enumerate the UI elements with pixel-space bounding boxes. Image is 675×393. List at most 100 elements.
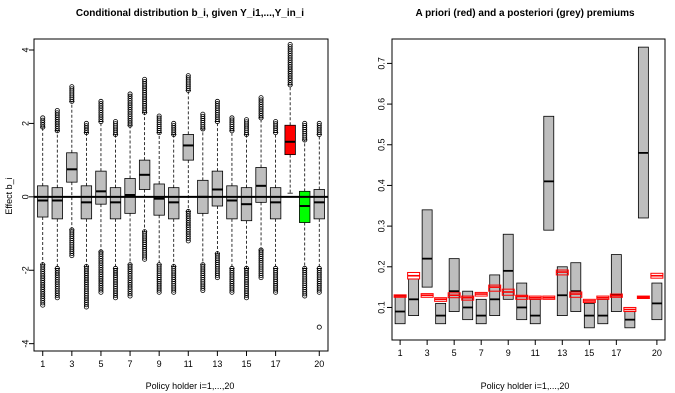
outlier-point (273, 289, 279, 295)
outlier-point (156, 115, 162, 121)
right-x-tick-label: 7 (479, 348, 484, 358)
posterior-box-3 (421, 209, 433, 288)
outlier-point (200, 111, 206, 117)
apriori-box-8 (488, 284, 502, 292)
outlier-point (229, 289, 235, 295)
left-x-tick-label: 13 (212, 359, 222, 369)
outlier-point (54, 295, 60, 301)
left-x-tick-label: 9 (157, 359, 162, 369)
right-plot-area: 0.10.20.30.40.50.60.71 3 5 7 9 11 13 15 17 20 (376, 38, 666, 358)
posterior-box-12 (543, 115, 555, 231)
outlier-point (156, 113, 162, 119)
outlier-point (83, 123, 89, 129)
outlier-point (54, 110, 60, 116)
right-y-tick-label: 0.2 (376, 261, 386, 274)
left-x-axis-label: Policy holder i=1,...,20 (146, 381, 235, 391)
posterior-box-16 (597, 298, 609, 325)
outlier-point (171, 287, 177, 293)
right-x-tick-label: 9 (506, 348, 511, 358)
left-boxplot-panel: Conditional distribution b_i, given Y_i1… (4, 8, 329, 391)
outlier-point (316, 123, 322, 129)
outlier-point (127, 91, 133, 97)
left-x-tick-label: 11 (184, 359, 193, 369)
posterior-box-14 (570, 262, 582, 312)
outlier-point (243, 293, 249, 299)
outlier-point (127, 291, 133, 297)
outlier-point (113, 293, 119, 299)
left-y-tick-label: 0 (20, 194, 30, 199)
outlier-point (83, 304, 89, 310)
posterior-box-1 (394, 294, 406, 325)
outlier-point (229, 117, 235, 123)
posterior-box-6 (462, 290, 474, 321)
box-14 (226, 185, 238, 220)
outlier-point (69, 86, 75, 92)
outlier-point (142, 76, 148, 82)
outlier-point (98, 287, 104, 293)
outlier-point (113, 119, 119, 125)
right-x-tick-label: 1 (398, 348, 403, 358)
box-18 (284, 124, 296, 156)
posterior-box-19 (637, 46, 649, 219)
posterior-box-5 (448, 258, 460, 312)
outlier-point (54, 293, 60, 299)
outlier-point (273, 121, 279, 127)
outlier-point (243, 117, 249, 123)
outlier-point (243, 119, 249, 125)
outlier-point (258, 95, 264, 101)
outlier-point (214, 275, 220, 281)
posterior-box-13 (556, 266, 568, 316)
outlier-point (316, 289, 322, 295)
posterior-box-4 (435, 302, 447, 325)
left-plot-frame (33, 38, 329, 352)
outlier-point (69, 84, 75, 90)
left-y-axis-label: Effect b_i (4, 177, 14, 214)
outlier-point (302, 120, 308, 126)
outlier-point (229, 287, 235, 293)
outlier-point (98, 98, 104, 104)
outlier-point (113, 295, 119, 301)
outlier-point (171, 123, 177, 129)
left-x-tick-label: 3 (69, 359, 74, 369)
outlier-point (316, 287, 322, 293)
apriori-box-10 (515, 294, 529, 300)
posterior-box-11 (529, 298, 541, 325)
outlier-point (185, 73, 191, 79)
outlier-point (185, 75, 191, 81)
right-y-tick-label: 0.1 (376, 301, 386, 314)
outlier-point (83, 120, 89, 126)
outlier-point (127, 93, 133, 99)
outlier-point (113, 121, 119, 127)
left-y-tick-label: 2 (20, 121, 30, 126)
right-boxplot-panel: A priori (red) and a posteriori (grey) p… (376, 8, 666, 391)
outlier-point (258, 97, 264, 103)
outlier-point (142, 79, 148, 85)
left-y-tick-label: -2 (20, 266, 30, 274)
box-11 (182, 134, 194, 161)
outlier-point (40, 300, 46, 306)
left-y-tick-label: -4 (20, 340, 30, 348)
outlier-point (287, 42, 293, 48)
outlier-point (98, 289, 104, 295)
right-y-tick-label: 0.4 (376, 179, 386, 192)
box-3 (66, 152, 78, 183)
right-y-tick-label: 0.7 (376, 57, 386, 70)
outlier-point (243, 295, 249, 301)
box-5 (95, 170, 107, 205)
outlier-point (273, 287, 279, 293)
right-x-tick-label: 3 (425, 348, 430, 358)
left-y-tick-label: 4 (20, 48, 30, 53)
outlier-point (214, 272, 220, 278)
right-x-tick-label: 20 (652, 348, 662, 358)
right-y-tick-label: 0.5 (376, 138, 386, 151)
right-y-tick-label: 0.6 (376, 98, 386, 111)
outlier-point (200, 113, 206, 119)
outlier-point (302, 122, 308, 128)
right-x-axis-label: Policy holder i=1,...,20 (481, 381, 570, 391)
posterior-box-10 (516, 282, 528, 321)
right-chart-title: A priori (red) and a posteriori (grey) p… (415, 8, 635, 19)
right-x-tick-label: 15 (584, 348, 594, 358)
outlier-point (258, 272, 264, 278)
outlier-point (40, 302, 46, 308)
